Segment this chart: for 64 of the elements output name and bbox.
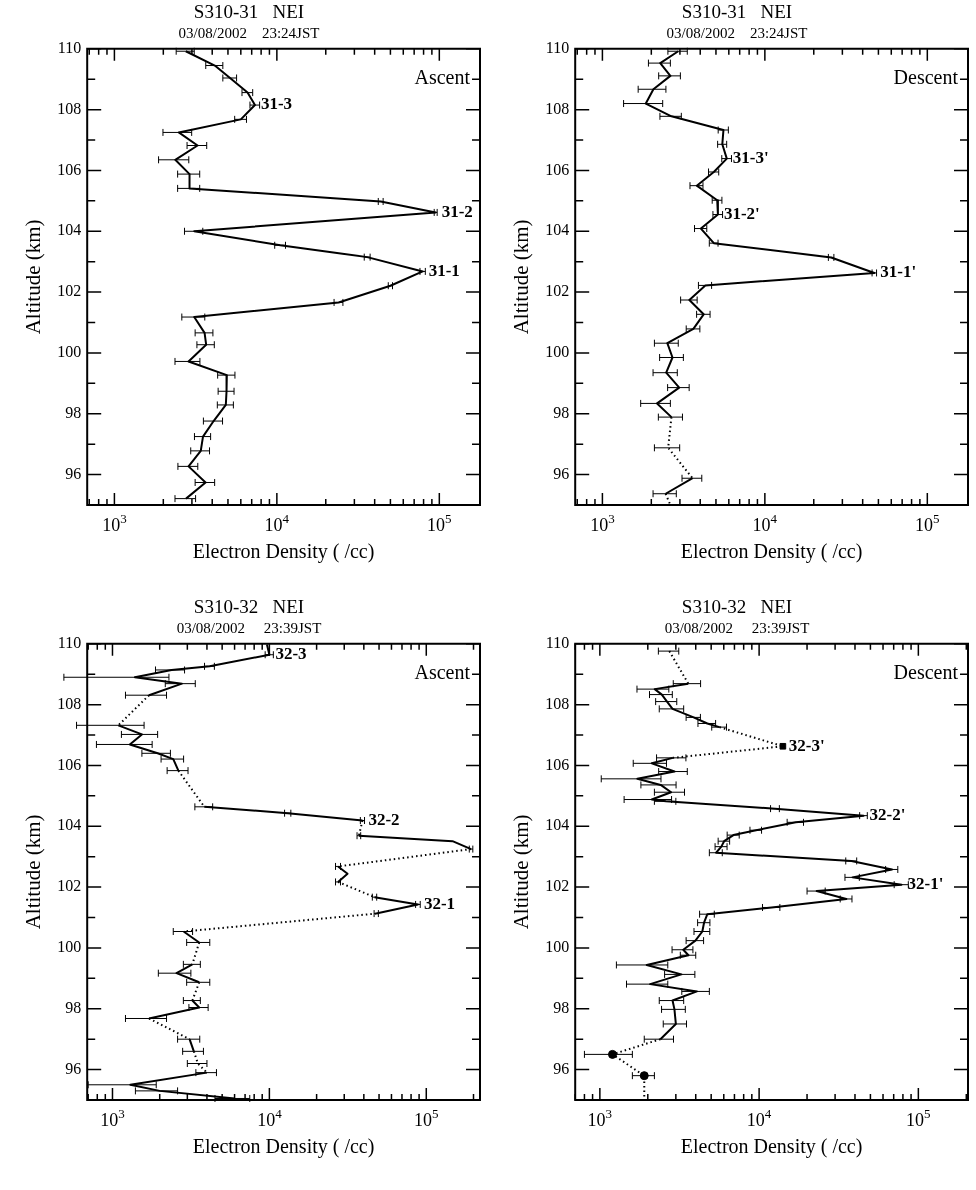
annotation: 32-3 (275, 644, 307, 664)
chart-subtitle: 03/08/2002 23:39JST (176, 619, 322, 636)
y-tick-label: 108 (57, 694, 82, 712)
y-axis-title: Altitude (km) (21, 219, 46, 335)
y-tick-label: 110 (545, 39, 570, 56)
chart-title: S310-32 NEI (193, 596, 305, 618)
y-tick-label: 110 (545, 634, 570, 651)
annotation: Descent (893, 66, 959, 89)
annotation: 32-1 (423, 893, 456, 913)
chart-title: S310-31 NEI (193, 1, 305, 23)
y-tick-label: 106 (57, 755, 82, 773)
chart-subtitle: 03/08/2002 23:39JST (664, 619, 810, 636)
x-axis-title: Electron Density ( /cc) (192, 1135, 375, 1159)
y-tick-label: 102 (545, 877, 570, 895)
y-tick-label: 108 (57, 99, 82, 117)
annotation: 32-2' (869, 805, 906, 825)
y-tick-label: 104 (57, 221, 82, 239)
annotation: Ascent (414, 661, 471, 684)
chart-subtitle: 03/08/2002 23:24JST (666, 24, 808, 41)
y-axis-title: Altitude (km) (21, 814, 46, 930)
y-tick-label: 98 (65, 998, 82, 1016)
y-tick-label: 96 (553, 1059, 570, 1077)
annotation: 32-2 (368, 809, 400, 829)
y-tick-label: 102 (57, 877, 82, 895)
y-tick-label: 100 (545, 343, 570, 361)
y-tick-label: 98 (553, 998, 570, 1016)
y-tick-label: 100 (57, 938, 82, 956)
chart-title: S310-31 NEI (681, 1, 793, 23)
annotation: 31-3 (260, 94, 293, 114)
y-tick-label: 96 (65, 1059, 82, 1077)
y-tick-label: 106 (545, 160, 570, 178)
annotation: 32-1' (907, 874, 944, 894)
y-tick-label: 106 (57, 160, 82, 178)
y-tick-label: 102 (57, 282, 82, 300)
annotation: 31-2' (723, 203, 760, 223)
annotation: 32-3' (788, 735, 825, 755)
annotation: 31-1 (428, 260, 460, 280)
chart-title: S310-32 NEI (681, 596, 793, 618)
y-tick-label: 108 (545, 694, 570, 712)
y-tick-label: 110 (57, 39, 82, 56)
y-axis-title: Altitude (km) (509, 814, 534, 930)
y-tick-label: 96 (553, 464, 570, 482)
x-axis-title: Electron Density ( /cc) (680, 540, 863, 564)
y-axis-title: Altitude (km) (509, 219, 534, 335)
y-tick-label: 98 (553, 403, 570, 421)
x-axis-title: Electron Density ( /cc) (680, 1135, 863, 1159)
y-tick-label: 102 (545, 282, 570, 300)
y-tick-label: 110 (57, 634, 82, 651)
annotation: 31-1' (880, 262, 917, 282)
chart-subtitle: 03/08/2002 23:24JST (178, 24, 320, 41)
y-tick-label: 96 (65, 464, 82, 482)
y-tick-label: 104 (57, 816, 82, 834)
y-tick-label: 100 (57, 343, 82, 361)
y-tick-label: 104 (545, 816, 570, 834)
y-tick-label: 98 (65, 403, 82, 421)
y-tick-label: 100 (545, 938, 570, 956)
y-tick-label: 108 (545, 99, 570, 117)
x-axis-title: Electron Density ( /cc) (192, 540, 375, 564)
y-tick-label: 106 (545, 755, 570, 773)
annotation: 31-2 (441, 201, 473, 221)
annotation: 31-3' (732, 147, 769, 167)
y-tick-label: 104 (545, 221, 570, 239)
annotation: Ascent (414, 66, 471, 89)
annotation: Descent (893, 661, 959, 684)
